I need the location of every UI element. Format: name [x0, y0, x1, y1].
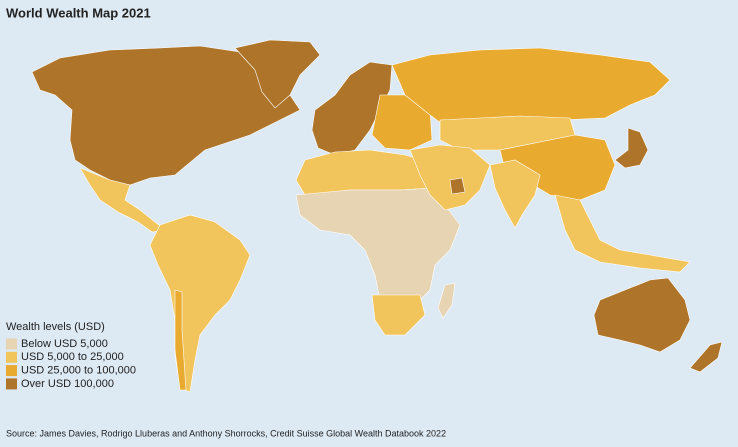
- sub-saharan-africa: [295, 187, 461, 301]
- map-title: World Wealth Map 2021: [6, 5, 151, 20]
- madagascar: [437, 282, 456, 319]
- source-note: Source: James Davies, Rodrigo Lluberas a…: [6, 428, 446, 438]
- new-zealand: [689, 341, 723, 373]
- legend-title: Wealth levels (USD): [6, 321, 105, 333]
- india: [489, 159, 541, 229]
- middle-east: [409, 144, 491, 211]
- australia: [593, 277, 691, 353]
- legend-swatch: [6, 365, 17, 377]
- north-africa: [295, 149, 433, 196]
- legend-label: Below USD 5,000: [21, 338, 108, 350]
- legend-swatch: [6, 351, 17, 363]
- legend-label: USD 25,000 to 100,000: [21, 365, 136, 377]
- legend-label: Over USD 100,000: [21, 378, 114, 390]
- gulf-states: [449, 177, 466, 195]
- legend-swatch: [6, 338, 17, 350]
- north-america: [31, 45, 301, 186]
- legend-swatch: [6, 378, 17, 390]
- chile: [174, 289, 187, 391]
- southeast-asia: [554, 194, 691, 273]
- legend-label: USD 5,000 to 25,000: [21, 351, 124, 363]
- greenland: [234, 39, 321, 109]
- regions: [31, 39, 723, 393]
- japan: [614, 127, 649, 169]
- southern-africa: [371, 294, 426, 336]
